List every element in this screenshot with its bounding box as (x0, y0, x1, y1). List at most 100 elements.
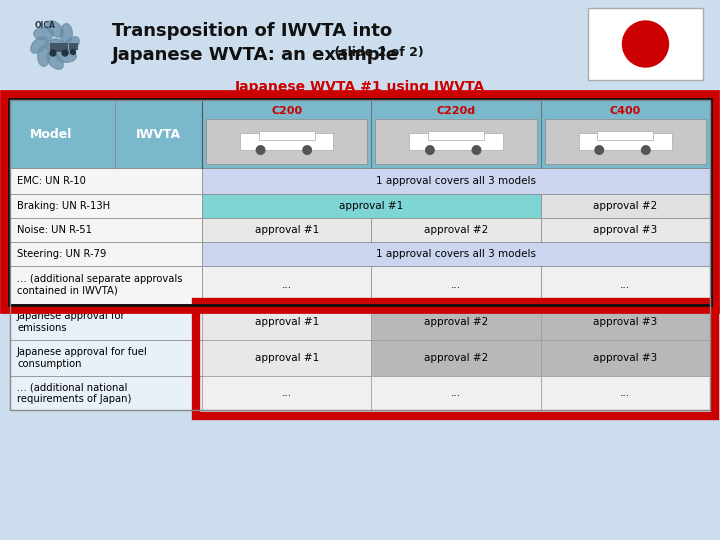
Text: approval #2: approval #2 (593, 201, 657, 211)
Bar (541, 194, 710, 218)
Ellipse shape (47, 53, 63, 69)
Ellipse shape (63, 37, 79, 53)
Bar (372, 376, 541, 410)
Circle shape (595, 146, 603, 154)
Bar (10, 340, 202, 376)
Text: Transposition of IWVTA into: Transposition of IWVTA into (112, 22, 392, 40)
Text: approval #2: approval #2 (424, 225, 488, 235)
Bar (5, 95, 715, 309)
Text: C220d: C220d (436, 106, 476, 116)
Bar (598, 131, 653, 140)
Text: Noise: UN R-51: Noise: UN R-51 (17, 225, 92, 235)
Bar (10, 376, 202, 410)
Circle shape (50, 50, 56, 56)
Bar (541, 266, 710, 304)
Bar (541, 218, 710, 242)
Bar (202, 218, 372, 242)
Text: IWVTA: IWVTA (136, 127, 181, 140)
Text: 1 approval covers all 3 models: 1 approval covers all 3 models (376, 176, 536, 186)
Ellipse shape (47, 21, 63, 37)
Bar (10, 242, 202, 266)
Text: ... (additional national
requirements of Japan): ... (additional national requirements of… (17, 382, 131, 403)
Text: ... (additional separate approvals
contained in IWVTA): ... (additional separate approvals conta… (17, 274, 182, 295)
Bar (10, 100, 710, 410)
Bar (541, 304, 710, 340)
Bar (375, 119, 536, 164)
Text: approval #3: approval #3 (593, 353, 657, 363)
Bar (10, 266, 202, 304)
Text: ...: ... (282, 280, 292, 290)
Text: Braking: UN R-13H: Braking: UN R-13H (17, 201, 110, 211)
Text: Japanese WVTA #1 using IWVTA: Japanese WVTA #1 using IWVTA (235, 80, 485, 94)
Text: Model: Model (30, 127, 73, 140)
Circle shape (62, 50, 68, 56)
Text: approval #1: approval #1 (255, 225, 319, 235)
Circle shape (623, 21, 668, 67)
Bar (202, 340, 372, 376)
Text: ...: ... (620, 388, 631, 398)
Bar (202, 194, 541, 218)
Circle shape (256, 146, 265, 154)
Text: EMC: UN R-10: EMC: UN R-10 (17, 176, 86, 186)
Circle shape (71, 50, 76, 55)
Bar (202, 376, 372, 410)
Ellipse shape (60, 24, 72, 44)
Bar (372, 340, 541, 376)
Bar (10, 100, 710, 410)
Text: ...: ... (282, 388, 292, 398)
Bar (9, 99, 711, 305)
Text: approval #2: approval #2 (424, 317, 488, 327)
Text: approval #1: approval #1 (255, 317, 319, 327)
Text: Japanese approval for
emissions: Japanese approval for emissions (17, 312, 125, 333)
Ellipse shape (31, 37, 48, 53)
Bar (69, 43, 78, 50)
Text: Steering: UN R-79: Steering: UN R-79 (17, 249, 107, 259)
Text: ...: ... (451, 388, 461, 398)
Text: OICA: OICA (35, 21, 56, 30)
Text: approval #1: approval #1 (339, 201, 403, 211)
Bar (240, 133, 333, 150)
Bar (196, 302, 715, 416)
Text: Japanese WVTA: an example: Japanese WVTA: an example (112, 46, 399, 64)
Text: Japanese approval for fuel
consumption: Japanese approval for fuel consumption (17, 347, 148, 369)
Text: C400: C400 (610, 106, 641, 116)
Bar (50, 43, 68, 52)
Ellipse shape (34, 28, 54, 39)
Bar (372, 266, 541, 304)
Circle shape (642, 146, 650, 154)
Bar (372, 304, 541, 340)
Text: approval #1: approval #1 (255, 353, 319, 363)
Bar (202, 266, 372, 304)
Circle shape (303, 146, 312, 154)
Text: 1 approval covers all 3 models: 1 approval covers all 3 models (376, 249, 536, 259)
Bar (541, 376, 710, 410)
Circle shape (472, 146, 481, 154)
Bar (588, 8, 703, 80)
Text: C200: C200 (271, 106, 302, 116)
Text: approval #2: approval #2 (424, 353, 488, 363)
Bar (541, 340, 710, 376)
Circle shape (426, 146, 434, 154)
Ellipse shape (37, 46, 50, 66)
Text: ...: ... (620, 280, 631, 290)
Bar (202, 168, 710, 194)
Bar (10, 218, 202, 242)
Bar (258, 131, 315, 140)
Bar (10, 304, 202, 340)
Ellipse shape (56, 50, 76, 62)
Bar (579, 133, 672, 150)
Bar (428, 131, 484, 140)
Text: approval #3: approval #3 (593, 317, 657, 327)
Bar (544, 119, 706, 164)
Bar (372, 218, 541, 242)
Bar (10, 194, 202, 218)
Text: (slide 2 of 2): (slide 2 of 2) (330, 46, 424, 59)
Text: ...: ... (451, 280, 461, 290)
Bar (410, 133, 503, 150)
Ellipse shape (45, 39, 65, 51)
Bar (202, 242, 710, 266)
Text: approval #3: approval #3 (593, 225, 657, 235)
Bar (10, 168, 202, 194)
Bar (206, 119, 367, 164)
Bar (202, 304, 372, 340)
